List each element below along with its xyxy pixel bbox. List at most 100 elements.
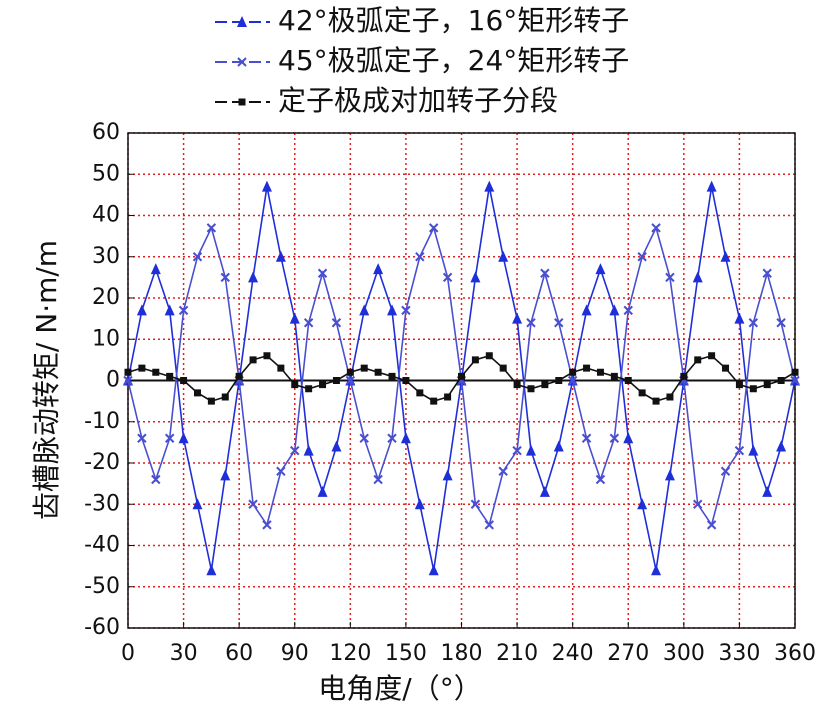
marker (444, 393, 452, 401)
marker (249, 356, 257, 364)
marker (276, 466, 286, 476)
marker (248, 271, 259, 283)
marker (762, 485, 773, 497)
marker (720, 466, 731, 476)
marker (722, 364, 730, 372)
marker (248, 499, 258, 509)
marker (651, 223, 661, 233)
marker (319, 381, 327, 389)
marker (581, 433, 592, 443)
x-axis-label: 电角度/（°） (318, 672, 481, 705)
marker (262, 520, 272, 530)
marker (651, 564, 662, 576)
marker (569, 368, 577, 376)
marker (693, 499, 703, 509)
marker (609, 304, 620, 316)
marker (277, 364, 285, 372)
marker (498, 466, 508, 476)
marker (499, 364, 507, 372)
marker (124, 368, 132, 376)
marker (138, 364, 146, 372)
y-tick-label: 60 (92, 120, 120, 145)
marker (762, 268, 772, 278)
marker (734, 312, 745, 324)
marker (637, 252, 647, 262)
marker (359, 304, 370, 316)
marker (513, 381, 521, 389)
marker (261, 180, 272, 192)
marker (192, 252, 203, 262)
marker (567, 375, 578, 386)
marker (164, 304, 175, 316)
marker (777, 377, 785, 384)
marker (692, 271, 703, 283)
marker (708, 352, 716, 360)
x-tick-label: 240 (552, 641, 594, 666)
marker (345, 375, 356, 386)
marker (178, 305, 189, 316)
marker (624, 377, 632, 384)
x-tick-label: 150 (385, 641, 427, 666)
marker (539, 485, 550, 497)
marker (346, 368, 354, 376)
y-tick-label: 30 (92, 244, 120, 269)
x-tick-label: 90 (281, 641, 309, 666)
marker (638, 389, 646, 397)
marker (331, 440, 342, 452)
marker (694, 356, 702, 364)
marker (776, 318, 786, 328)
marker (387, 304, 398, 316)
x-tick-label: 120 (329, 641, 371, 666)
marker (666, 393, 674, 401)
marker (359, 433, 369, 443)
marker (414, 498, 425, 510)
marker (332, 377, 340, 384)
marker (178, 432, 189, 444)
x-tick-label: 0 (121, 641, 135, 666)
marker (291, 381, 299, 389)
marker (623, 432, 634, 444)
marker (374, 368, 382, 376)
marker (151, 474, 161, 485)
marker (720, 250, 731, 262)
marker (416, 389, 424, 397)
marker (415, 252, 425, 262)
marker (763, 381, 771, 389)
marker (206, 564, 217, 576)
marker (238, 98, 246, 106)
marker (360, 364, 368, 372)
marker (512, 445, 522, 456)
marker (637, 498, 648, 510)
x-tick-label: 210 (496, 641, 538, 666)
marker (553, 440, 564, 452)
marker (540, 268, 550, 278)
marker (164, 433, 175, 443)
marker (206, 223, 217, 233)
marker (458, 372, 465, 380)
marker (485, 352, 493, 360)
marker (400, 432, 411, 444)
y-axis-label: 齿槽脉动转矩/ N·m/m (30, 240, 63, 520)
marker (303, 444, 314, 456)
y-tick-label: 40 (92, 203, 120, 228)
y-tick-label: -40 (84, 533, 120, 558)
marker (791, 368, 799, 376)
marker (442, 469, 453, 481)
marker (610, 372, 618, 380)
marker (331, 318, 342, 328)
marker (305, 385, 313, 393)
marker (484, 520, 494, 530)
y-tick-label: 20 (92, 285, 120, 310)
marker (220, 272, 230, 283)
marker (290, 445, 300, 456)
marker (317, 485, 328, 497)
y-tick-label: -10 (84, 409, 120, 434)
marker (735, 381, 743, 389)
marker (664, 469, 675, 481)
x-tick-label: 60 (225, 641, 253, 666)
marker (289, 312, 300, 324)
marker (430, 397, 438, 405)
marker (652, 397, 660, 405)
legend-label: 42°极弧定子，16°矩形转子 (278, 4, 629, 37)
marker (680, 372, 688, 380)
